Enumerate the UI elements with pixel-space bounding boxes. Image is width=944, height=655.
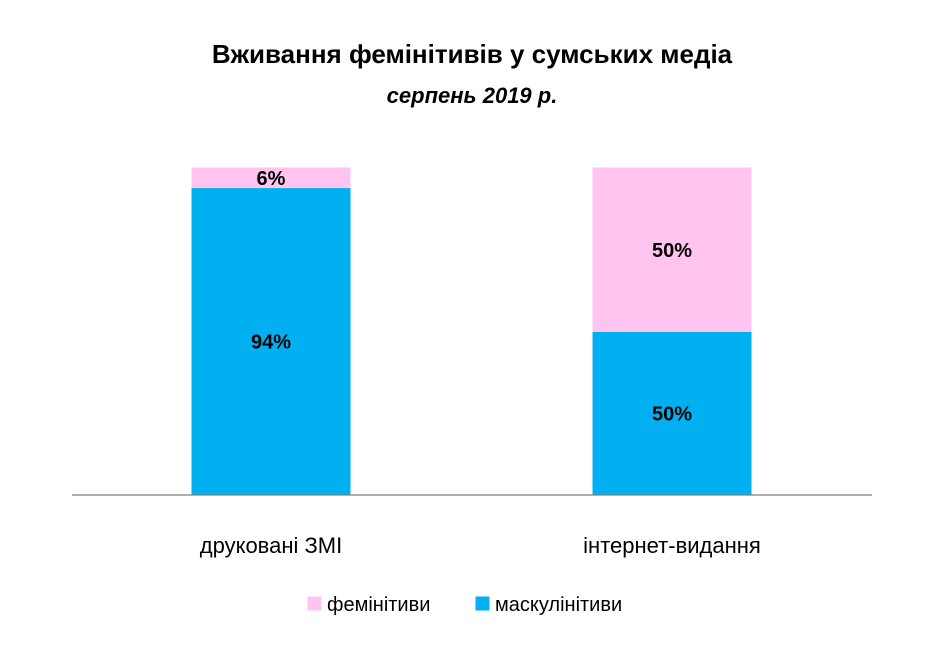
bar-feminine-online (592, 167, 752, 332)
legend-label-feminine: фемінітиви (327, 594, 430, 616)
category-labels: друковані ЗМІ інтернет-видання (200, 533, 761, 558)
bar-feminine-print (191, 167, 351, 189)
legend-label-masculine: маскулінітиви (495, 594, 622, 616)
legend-swatch-masculine (475, 596, 490, 611)
chart-subtitle: серпень 2019 р. (387, 83, 558, 108)
legend: фемінітиви маскулінітиви (307, 594, 622, 616)
category-label-print: друковані ЗМІ (200, 533, 342, 558)
category-label-online: інтернет-видання (583, 533, 761, 558)
data-label-feminine-online: 50% (652, 240, 692, 262)
plot-area: 94% 6% 50% 50% (191, 167, 752, 496)
data-label-masculine-online: 50% (652, 403, 692, 425)
data-label-masculine-print: 94% (251, 331, 291, 353)
chart-title: Вживання фемінітивів у сумських медіа (212, 39, 733, 69)
legend-swatch-feminine (307, 596, 322, 611)
bar-masculine-print (191, 187, 351, 496)
data-label-feminine-print: 6% (257, 168, 286, 190)
